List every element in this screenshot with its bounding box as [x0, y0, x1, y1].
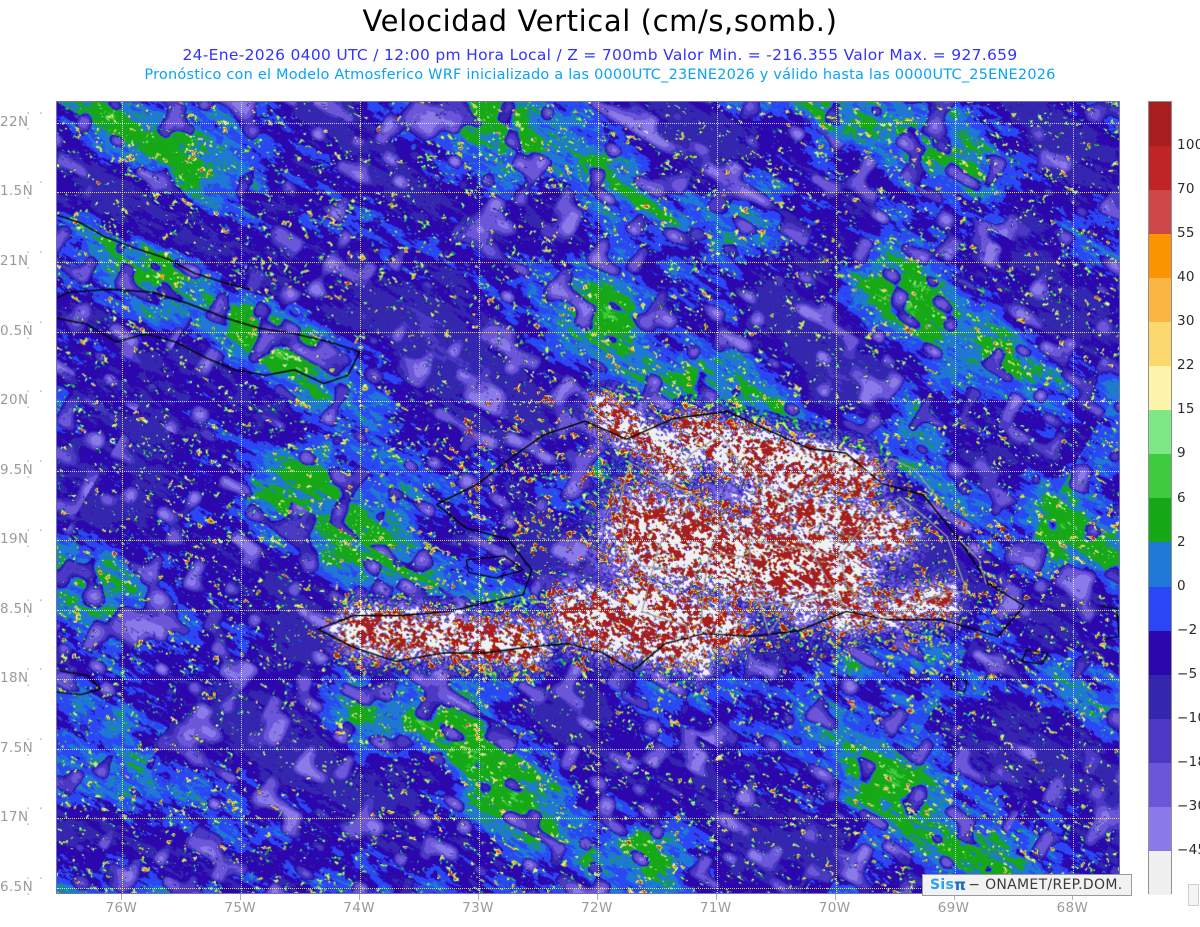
latitude-tick-dashes: · · · [26, 871, 45, 904]
longitude-tick-mark [596, 894, 598, 900]
latitude-tick-dashes: · · · [26, 384, 45, 417]
colorbar-band [1149, 498, 1171, 543]
latitude-tick-dashes: · · · [26, 105, 45, 138]
colorbar-band [1149, 542, 1171, 587]
colorbar-tick-label: 0 [1177, 577, 1186, 594]
colorbar-band [1149, 454, 1171, 499]
colorbar-tick-label: 2 [1177, 533, 1186, 550]
colorbar-tick-label: 30 [1177, 313, 1195, 330]
longitude-tick-label: 76W [105, 900, 138, 916]
colorbar-band [1149, 718, 1171, 763]
longitude-tick-label: 74W [343, 900, 376, 916]
colorbar-band [1149, 410, 1171, 455]
colorbar-band [1149, 850, 1171, 895]
latitude-tick-dashes: · · · [26, 453, 45, 486]
latitude-tick-label: 22N [0, 113, 29, 130]
longitude-tick-label: 68W [1056, 900, 1089, 916]
colorbar-band [1149, 102, 1171, 147]
latitude-tick-dashes: · · · [26, 523, 45, 556]
colorbar-band [1149, 146, 1171, 191]
latitude-tick-dashes: · · · [26, 801, 45, 834]
longitude-tick-mark [1072, 894, 1074, 900]
latitude-tick-label: 21N [0, 252, 29, 269]
latitude-tick-dashes: · · · [26, 662, 45, 695]
colorbar-tick-label: 15 [1177, 401, 1195, 418]
colorbar-tick-label: −5 [1177, 665, 1198, 682]
colorbar-tick-label: 70 [1177, 181, 1195, 198]
colorbar-band [1149, 278, 1171, 323]
colorbar[interactable] [1148, 101, 1172, 895]
colorbar-tick-label: 100 [1177, 137, 1200, 154]
latitude-tick-label: 9.5N [0, 461, 34, 478]
longitude-tick-label: 69W [937, 900, 970, 916]
colorbar-tick-label: −2 [1177, 621, 1198, 638]
longitude-tick-mark [240, 894, 242, 900]
longitude-tick-mark [359, 894, 361, 900]
colorbar-tick-label: 40 [1177, 269, 1195, 286]
longitude-tick-mark [834, 894, 836, 900]
colorbar-band [1149, 806, 1171, 851]
colorbar-tick-label: −45 [1177, 841, 1200, 858]
colorbar-tick-label: 22 [1177, 357, 1195, 374]
colorbar-band [1149, 630, 1171, 675]
latitude-tick-label: 1.5N [0, 183, 34, 200]
latitude-tick-label: 6.5N [0, 879, 34, 896]
pi-icon: π [954, 876, 967, 894]
map-panel[interactable] [56, 101, 1120, 894]
latitude-tick-dashes: · · · [26, 244, 45, 277]
colorbar-tick-label: 9 [1177, 445, 1186, 462]
longitude-tick-label: 72W [581, 900, 613, 916]
longitude-tick-label: 75W [224, 900, 257, 916]
latitude-tick-dashes: · · · [26, 592, 45, 625]
subtitle-line-2: Pronóstico con el Modelo Atmosferico WRF… [144, 67, 1056, 83]
longitude-tick-mark [478, 894, 480, 900]
colorbar-band [1149, 674, 1171, 719]
colorbar-band [1149, 586, 1171, 631]
colorbar-band [1149, 322, 1171, 367]
subtitle-line-1: 24-Ene-2026 0400 UTC / 12:00 pm Hora Loc… [182, 46, 1018, 64]
colorbar-tick-label: 6 [1177, 489, 1186, 506]
colorbar-band [1149, 762, 1171, 807]
longitude-tick-mark [715, 894, 717, 900]
longitude-tick-label: 73W [462, 900, 494, 916]
page-title: Velocidad Vertical (cm/s,somb.) [362, 4, 838, 38]
colorbar-band [1149, 234, 1171, 279]
latitude-tick-label: 0.5N [0, 322, 34, 339]
latitude-tick-label: 8.5N [0, 600, 34, 617]
scroll-thumb-artifact[interactable] [1188, 884, 1199, 906]
longitude-tick-label: 70W [818, 900, 851, 916]
colorbar-tick-label: −18 [1177, 753, 1200, 770]
longitude-tick-mark [953, 894, 955, 900]
latitude-tick-label: 7.5N [0, 739, 34, 756]
colorbar-band [1149, 366, 1171, 411]
latitude-tick-dashes: · · · [26, 175, 45, 208]
watermark-org-text: − ONAMET/REP.DOM. [968, 877, 1123, 893]
latitude-tick-label: 20N [0, 392, 29, 409]
colorbar-band [1149, 190, 1171, 235]
latitude-tick-dashes: · · · [26, 314, 45, 347]
watermark-badge: Sis π − ONAMET/REP.DOM. [922, 874, 1133, 896]
latitude-tick-label: 17N [0, 809, 29, 826]
latitude-tick-label: 18N [0, 670, 29, 687]
latitude-tick-dashes: · · · [26, 731, 45, 764]
colorbar-tick-label: −30 [1177, 797, 1200, 814]
watermark-sis-text: Sis [930, 877, 955, 893]
longitude-tick-label: 71W [699, 900, 732, 916]
longitude-tick-mark [121, 894, 123, 900]
colorbar-tick-label: −10 [1177, 709, 1200, 726]
colorbar-tick-label: 55 [1177, 225, 1195, 242]
latitude-tick-label: 19N [0, 531, 29, 548]
vertical-velocity-field [57, 102, 1119, 893]
